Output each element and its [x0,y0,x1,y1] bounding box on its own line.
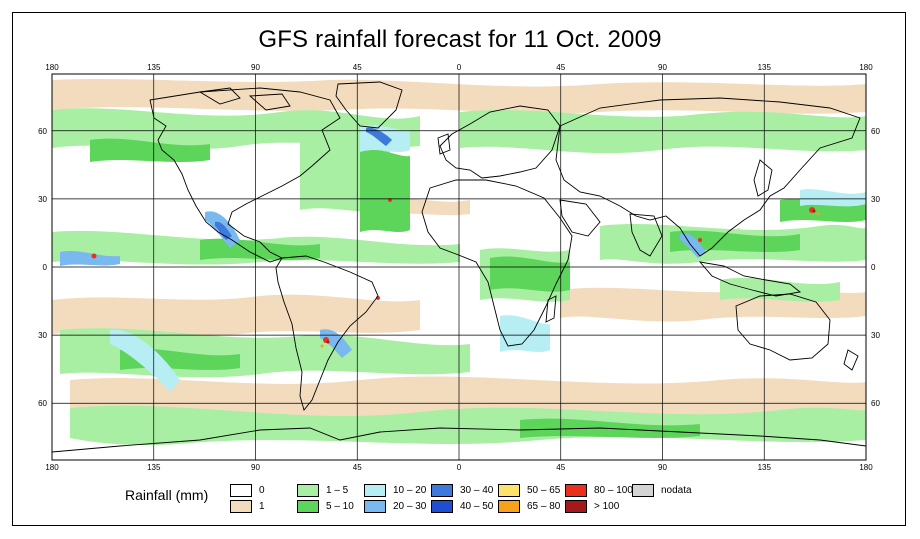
map-title: GFS rainfall forecast for 11 Oct. 2009 [258,26,662,53]
lat-tick-label-right: 30 [871,195,880,204]
lon-tick-label-top: 45 [556,63,565,72]
axis-tick-labels: 180 180 135 135 90 90 45 45 0 0 45 45 90 90 135 135 180 1… [38,63,880,472]
lon-tick-label-bottom: 45 [353,463,362,472]
map-border [51,73,867,461]
lon-tick-label-bottom: 135 [147,463,161,472]
lon-tick-label-top: 180 [859,63,873,72]
lon-tick-label-bottom: 45 [556,463,565,472]
lat-tick-label-left: 60 [38,127,47,136]
lon-tick-label-top: 135 [147,63,161,72]
lat-tick-label-left: 60 [38,399,47,408]
lon-tick-label-top: 180 [45,63,59,72]
lon-tick-label-bottom: 180 [859,463,873,472]
lon-tick-label-bottom: 0 [457,463,462,472]
lat-tick-label-right: 0 [871,263,876,272]
lon-tick-label-top: 0 [457,63,462,72]
lat-tick-label-left: 0 [43,263,48,272]
lon-tick-label-top: 135 [758,63,772,72]
lat-tick-label-left: 30 [38,331,47,340]
lon-tick-label-top: 45 [353,63,362,72]
lat-tick-label-left: 30 [38,195,47,204]
lon-tick-label-bottom: 135 [758,463,772,472]
lon-tick-label-top: 90 [658,63,667,72]
lat-tick-label-right: 60 [871,127,880,136]
lon-tick-label-bottom: 90 [658,463,667,472]
lat-tick-label-right: 60 [871,399,880,408]
lat-tick-label-right: 30 [871,331,880,340]
lon-tick-label-bottom: 180 [45,463,59,472]
lon-tick-label-top: 90 [251,63,260,72]
lon-tick-label-bottom: 90 [251,463,260,472]
